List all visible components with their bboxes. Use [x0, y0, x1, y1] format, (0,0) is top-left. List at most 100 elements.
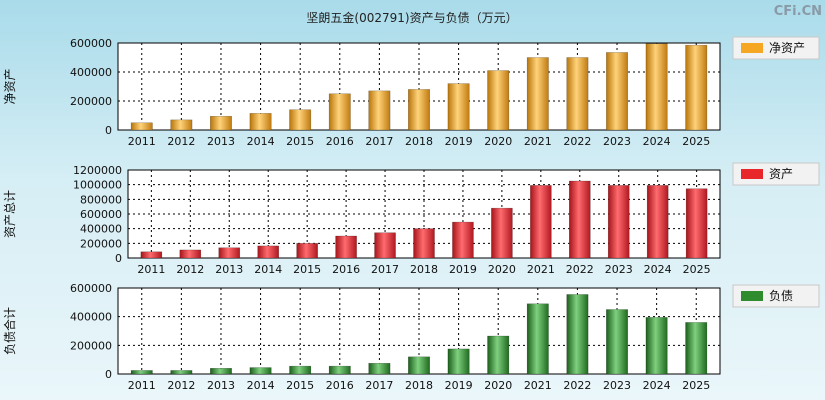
total-assets-bar [530, 185, 552, 259]
net-assets-chart: 0 200000 400000 600000 2011 2012 2013 2014 2015 2… [3, 36, 820, 148]
net-assets-bar [645, 43, 668, 131]
total-liabilities-x-tick-label: 2016 [326, 379, 354, 392]
total-assets-x-tick-label: 2022 [566, 263, 594, 276]
net-assets-x-tick-label: 2024 [643, 135, 671, 148]
net-assets-bar [606, 52, 628, 131]
total-assets-x-tick-label: 2012 [176, 263, 204, 276]
net-assets-x-tick-label: 2019 [445, 135, 473, 148]
net-assets-x-tick-label: 2023 [603, 135, 631, 148]
net-assets-legend-label: 净资产 [769, 41, 805, 55]
total-assets-x-tick-label: 2023 [605, 263, 633, 276]
total-liabilities-y-tick-label: 0 [105, 368, 112, 381]
total-assets-bar [607, 185, 630, 259]
total-assets-bar [218, 247, 241, 259]
total-assets-y-tick-label: 800000 [80, 193, 122, 206]
total-liabilities-x-tick-label: 2012 [167, 379, 195, 392]
total-assets-x-tick-label: 2016 [332, 263, 360, 276]
net-assets-x-tick-label: 2020 [484, 135, 512, 148]
total-liabilities-bar [368, 363, 391, 375]
total-liabilities-bar [526, 303, 549, 375]
total-liabilities-legend-box [732, 284, 820, 308]
total-assets-x-tick-label: 2011 [137, 263, 165, 276]
net-assets-y-tick-label: 200000 [70, 95, 112, 108]
total-assets-x-tick-label: 2019 [449, 263, 477, 276]
total-liabilities-bar [447, 348, 470, 375]
net-assets-bar [130, 122, 153, 131]
total-liabilities-x-tick-label: 2025 [682, 379, 710, 392]
total-assets-bar [179, 249, 202, 259]
total-liabilities-bar [130, 370, 153, 375]
total-assets-bar [685, 188, 708, 259]
total-liabilities-bar [210, 368, 232, 375]
net-assets-y-tick-label: 0 [105, 124, 112, 137]
total-assets-bar [257, 245, 279, 259]
total-assets-y-tick-label: 400000 [80, 223, 122, 236]
net-assets-legend-box [732, 36, 820, 60]
net-assets-x-tick-label: 2017 [365, 135, 393, 148]
net-assets-bar [447, 83, 470, 131]
total-liabilities-x-tick-label: 2017 [365, 379, 393, 392]
net-assets-x-tick-label: 2021 [524, 135, 552, 148]
total-liabilities-x-tick-label: 2020 [484, 379, 512, 392]
total-assets-bar [569, 180, 591, 259]
total-assets-x-tick-label: 2013 [215, 263, 243, 276]
total-liabilities-y-axis-label: 负债合计 [2, 307, 17, 355]
total-assets-x-tick-label: 2018 [410, 263, 438, 276]
total-assets-x-tick-label: 2025 [683, 263, 711, 276]
total-assets-bar [296, 243, 318, 259]
net-assets-bar [408, 89, 430, 131]
total-liabilities-x-tick-label: 2018 [405, 379, 433, 392]
total-assets-y-tick-label: 1000000 [73, 179, 122, 192]
net-assets-x-tick-label: 2025 [682, 135, 710, 148]
net-assets-bar [328, 93, 351, 131]
net-assets-bar [368, 90, 391, 131]
net-assets-bar [249, 113, 272, 131]
total-assets-bar [140, 251, 163, 259]
total-assets-x-tick-label: 2014 [254, 263, 282, 276]
net-assets-bar [685, 44, 708, 131]
total-liabilities-x-tick-label: 2022 [563, 379, 591, 392]
total-liabilities-x-tick-label: 2011 [128, 379, 156, 392]
net-assets-bar [170, 119, 193, 131]
total-assets-x-tick-label: 2021 [527, 263, 555, 276]
chart-title: 坚朗五金(002791)资产与负债（万元） [306, 10, 517, 25]
total-liabilities-x-tick-label: 2021 [524, 379, 552, 392]
total-liabilities-x-tick-label: 2019 [445, 379, 473, 392]
total-assets-y-tick-label: 200000 [80, 237, 122, 250]
net-assets-legend-swatch [741, 43, 763, 53]
total-assets-bar [646, 185, 669, 259]
total-liabilities-y-tick-label: 400000 [70, 311, 112, 324]
total-liabilities-x-tick-label: 2024 [643, 379, 671, 392]
total-assets-y-tick-label: 600000 [80, 208, 122, 221]
total-liabilities-bar [645, 317, 668, 375]
total-assets-x-tick-label: 2015 [293, 263, 321, 276]
total-assets-y-axis-label: 资产总计 [3, 190, 17, 238]
total-assets-y-tick-label: 1200000 [73, 164, 122, 177]
net-assets-bar [210, 115, 232, 131]
net-assets-bar [526, 57, 549, 131]
total-assets-bar [452, 221, 474, 259]
total-assets-x-tick-label: 2020 [488, 263, 516, 276]
total-liabilities-bar [685, 322, 708, 375]
watermark: CFi.CN [774, 4, 822, 19]
total-liabilities-y-tick-label: 200000 [70, 339, 112, 352]
total-assets-legend-swatch [741, 169, 763, 179]
net-assets-x-tick-label: 2018 [405, 135, 433, 148]
total-liabilities-bar [328, 365, 351, 375]
total-assets-bar [413, 228, 435, 259]
total-assets-bar [335, 235, 357, 259]
net-assets-x-tick-label: 2011 [128, 135, 156, 148]
total-assets-bar [374, 232, 396, 259]
total-liabilities-bar [408, 356, 430, 375]
total-assets-bar [491, 207, 513, 259]
net-assets-bar [566, 57, 589, 131]
total-assets-legend-label: 资产 [769, 167, 793, 181]
net-assets-y-tick-label: 400000 [70, 66, 112, 79]
total-liabilities-chart: 0 200000 400000 600000 2011 2012 2013 2014 2015 2… [2, 282, 820, 392]
net-assets-y-tick-label: 600000 [70, 37, 112, 50]
net-assets-x-tick-label: 2013 [207, 135, 235, 148]
net-assets-x-tick-label: 2014 [247, 135, 275, 148]
net-assets-x-tick-label: 2022 [563, 135, 591, 148]
total-assets-legend-box [732, 162, 820, 186]
